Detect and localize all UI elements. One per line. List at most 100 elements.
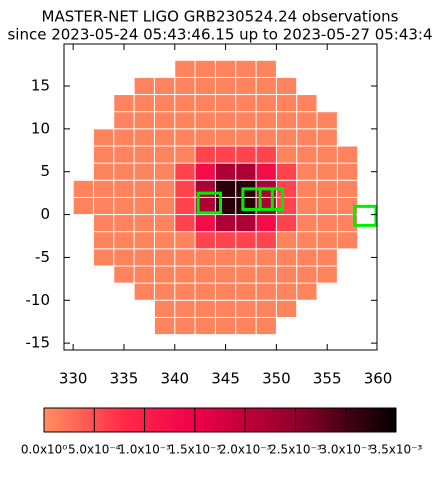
heat-cell [256, 163, 276, 180]
colorbar-tick-label: 2.5x10⁻³ [269, 443, 322, 457]
heat-cell [175, 317, 195, 335]
heat-cell [175, 60, 195, 77]
x-tick-label: 350 [262, 370, 291, 388]
heat-cell [256, 300, 276, 317]
x-tick-label: 340 [160, 370, 189, 388]
heat-cell [175, 249, 195, 266]
heat-cell [154, 180, 175, 197]
heat-cell [114, 180, 134, 197]
y-tick-label: 0 [40, 205, 50, 223]
heat-cell [215, 232, 236, 249]
heat-cell [337, 180, 358, 197]
heat-cell [134, 266, 154, 283]
heat-cell [215, 60, 236, 77]
heat-cell [134, 283, 154, 300]
heat-cell [134, 232, 154, 249]
colorbar-tick-label: 3.5x10⁻³ [370, 443, 423, 457]
y-tick-label: -15 [26, 334, 51, 352]
heat-cell [236, 197, 256, 215]
heat-cell [154, 232, 175, 249]
heat-cell [236, 60, 256, 77]
heat-cell [276, 283, 297, 300]
y-tick-label: -5 [35, 248, 50, 266]
heat-cell [297, 249, 317, 266]
heat-cell [195, 249, 215, 266]
heat-cell [236, 283, 256, 300]
heat-cell [93, 232, 114, 249]
heat-cell [154, 95, 175, 112]
heat-cell [134, 180, 154, 197]
heat-cell [175, 95, 195, 112]
heat-cell [276, 197, 297, 215]
heat-cell [256, 232, 276, 249]
heat-cell [276, 232, 297, 249]
heat-cell [215, 129, 236, 146]
heat-cell [236, 249, 256, 266]
heat-cell [195, 146, 215, 163]
heat-cell [297, 163, 317, 180]
heat-cell [297, 232, 317, 249]
heat-cell [297, 215, 317, 232]
x-tick-label: 345 [211, 370, 240, 388]
heat-cell [297, 283, 317, 300]
heat-cell [317, 232, 337, 249]
heat-cell [175, 146, 195, 163]
heat-cell [317, 249, 337, 266]
heat-cell [297, 129, 317, 146]
heat-cell [134, 95, 154, 112]
heat-cell [93, 129, 114, 146]
heat-cell [236, 300, 256, 317]
heat-cell [215, 300, 236, 317]
heat-cell [195, 163, 215, 180]
heat-cell [276, 163, 297, 180]
colorbar-tick-label: 1.0x10⁻³ [118, 443, 171, 457]
heat-cell [195, 283, 215, 300]
heat-cell [256, 146, 276, 163]
heat-cell [215, 249, 236, 266]
x-tick-label: 335 [110, 370, 139, 388]
y-tick-label: 5 [40, 162, 50, 180]
colorbar [43, 407, 397, 433]
heat-cell [195, 266, 215, 283]
observation-field [258, 187, 284, 211]
heat-cell [256, 112, 276, 129]
heat-cell [114, 146, 134, 163]
heat-cell [134, 249, 154, 266]
heat-cell [154, 77, 175, 95]
heat-cell [215, 317, 236, 335]
heat-cell [175, 215, 195, 232]
heat-cell [317, 112, 337, 129]
observation-field [353, 204, 378, 227]
heat-cell [154, 300, 175, 317]
heat-cell [134, 197, 154, 215]
heat-cell [93, 163, 114, 180]
heat-cell [114, 215, 134, 232]
heat-cell [215, 215, 236, 232]
heat-cell [175, 180, 195, 197]
colorbar-tick-label: 0.0x10⁰ [21, 443, 67, 457]
heat-cell [276, 95, 297, 112]
heat-cell [317, 146, 337, 163]
heat-cell [297, 95, 317, 112]
heat-cell [236, 266, 256, 283]
heat-cell [276, 77, 297, 95]
heat-cell [114, 232, 134, 249]
heat-cell [256, 266, 276, 283]
observation-field [241, 187, 274, 211]
heat-cell [175, 283, 195, 300]
heat-cell [154, 266, 175, 283]
colorbar-tick-label: 3.0x10⁻³ [319, 443, 372, 457]
heat-cell [134, 77, 154, 95]
heat-cell [276, 146, 297, 163]
heat-cell [256, 60, 276, 77]
heat-cell [73, 197, 93, 215]
heat-cell [317, 266, 337, 283]
heat-cell [236, 146, 256, 163]
heat-cell [134, 112, 154, 129]
heat-cell [317, 215, 337, 232]
heat-cell [195, 317, 215, 335]
heat-cell [195, 215, 215, 232]
heat-cell [93, 197, 114, 215]
observation-field [196, 191, 222, 215]
